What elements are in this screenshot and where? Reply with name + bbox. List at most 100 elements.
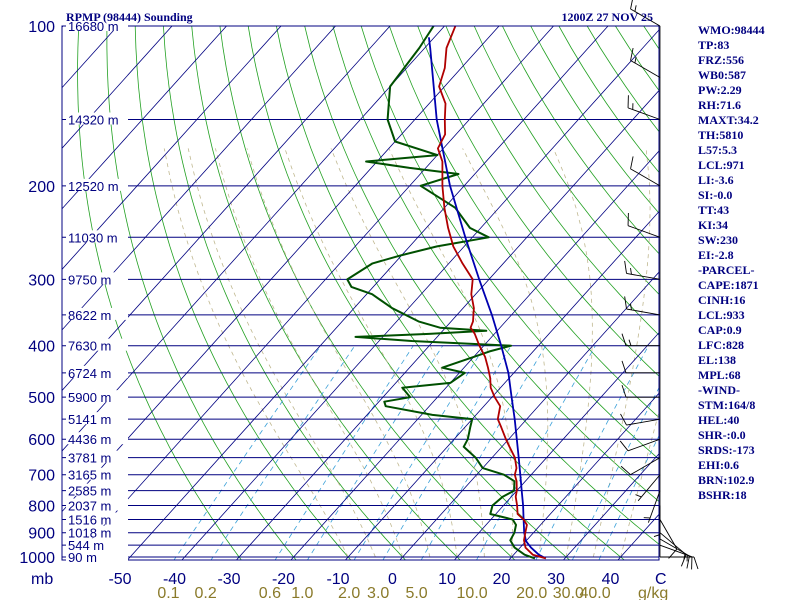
mixing-ratio-line xyxy=(274,345,414,560)
height-label: 3781 m xyxy=(68,451,111,466)
moist-adiabat-line xyxy=(553,148,593,558)
mixing-ratio-tick-label: 1.0 xyxy=(291,585,313,600)
height-label: 5141 m xyxy=(68,412,111,427)
height-label: 3165 m xyxy=(68,468,111,483)
wind-barb xyxy=(627,213,661,238)
wind-barb xyxy=(627,95,661,120)
stability-index: -WIND- xyxy=(698,383,740,397)
mixing-ratio-axis: 0.1 0.2 0.6 1.0 2.0 3.0 5.0 10.0 20.0 30.040.0 xyxy=(157,585,610,600)
moist-adiabat-line xyxy=(620,410,659,558)
wind-barb xyxy=(630,156,661,187)
height-label-bg xyxy=(66,338,128,351)
wind-barb xyxy=(624,260,661,280)
wind-barb xyxy=(643,490,661,523)
stability-index: SRDS:-173 xyxy=(698,443,755,457)
temperature-tick-label: 0 xyxy=(388,571,397,588)
mixing-ratio-line xyxy=(353,345,486,560)
wind-barb xyxy=(630,0,661,27)
stability-index: TH:5810 xyxy=(698,128,743,142)
temperature-line xyxy=(437,26,547,560)
wind-barb xyxy=(630,47,661,78)
stability-index: CAP:0.9 xyxy=(698,323,742,337)
stability-index: RH:71.6 xyxy=(698,98,741,112)
mixing-ratio-line xyxy=(476,345,596,560)
isotherm-line xyxy=(235,89,659,560)
height-label: 7630 m xyxy=(68,339,111,354)
height-label: 8622 m xyxy=(68,308,111,323)
wind-barb xyxy=(620,413,661,426)
stability-index: EHI:0.6 xyxy=(698,458,739,472)
height-label-bg xyxy=(66,412,128,425)
temperature-tick-label: -30 xyxy=(217,571,240,588)
height-label: 1018 m xyxy=(68,526,111,541)
isotherm-line xyxy=(62,26,282,270)
moist-adiabat-line xyxy=(462,148,549,558)
mixing-ratio-tick-label: 5.0 xyxy=(405,585,427,600)
pressure-isobars xyxy=(62,26,659,558)
pressure-tick-label: 200 xyxy=(28,179,55,196)
moist-adiabat-line xyxy=(246,148,431,558)
temperature-tick-label: 10 xyxy=(438,571,456,588)
stability-index: WB0:587 xyxy=(698,68,746,82)
height-label-bg xyxy=(66,230,128,243)
mixing-ratio-tick-label: 0.6 xyxy=(259,585,281,600)
height-label-bg xyxy=(66,483,128,496)
stability-index: BSHR:18 xyxy=(698,488,747,502)
mixing-ratio-tick-label: 0.1 xyxy=(157,585,179,600)
height-label-bg xyxy=(66,538,128,551)
height-labels: 16680 m 14320 m 12520 m 11030 m 9750 m 8622 m… xyxy=(66,19,128,565)
wind-barbs xyxy=(619,0,699,570)
isotherm-line xyxy=(181,29,659,560)
stability-index: LCL:933 xyxy=(698,308,745,322)
stability-index: WMO:98444 xyxy=(698,23,765,37)
pressure-tick-label: 300 xyxy=(28,272,55,289)
height-label: 14320 m xyxy=(68,113,119,128)
temperature-tick-label: -10 xyxy=(326,571,349,588)
height-label-bg xyxy=(66,450,128,463)
mixing-ratio-tick-label: 0.2 xyxy=(194,585,216,600)
stability-index: BRN:102.9 xyxy=(698,473,754,487)
stability-index: -PARCEL- xyxy=(698,263,754,277)
height-label: 1516 m xyxy=(68,513,111,528)
height-label-bg xyxy=(66,525,128,538)
moist-adiabat-line xyxy=(163,148,349,558)
pressure-tick-label: 900 xyxy=(28,526,55,543)
stability-index: HEL:40 xyxy=(698,413,739,427)
height-label-bg xyxy=(66,272,128,285)
height-label-bg xyxy=(66,512,128,525)
pressure-tick-label: 100 xyxy=(28,19,55,36)
isotherm-line xyxy=(62,26,446,452)
height-label: 90 m xyxy=(68,550,97,565)
height-label: 12520 m xyxy=(68,179,119,194)
moist-adiabat-line xyxy=(187,148,376,558)
height-label: 544 m xyxy=(68,538,104,553)
mixing-ratio-line xyxy=(173,345,322,560)
wind-barb xyxy=(621,385,660,398)
isotherm-line xyxy=(62,26,391,392)
isotherm-line xyxy=(62,26,228,210)
stability-index: CINH:16 xyxy=(698,293,745,307)
height-label-bg xyxy=(66,19,128,31)
stability-index: SI:-0.0 xyxy=(698,188,732,202)
isotherm-line xyxy=(399,271,659,560)
height-label-bg xyxy=(66,178,128,191)
pressure-tick-label: 500 xyxy=(28,390,55,407)
temperature-tick-label: -20 xyxy=(272,571,295,588)
mixing-ratio-line xyxy=(306,345,444,560)
pressure-unit-label: mb xyxy=(31,571,53,588)
wind-barb xyxy=(635,474,661,502)
chart-title: RPMP (98444) Sounding xyxy=(66,10,193,24)
height-label: 16680 m xyxy=(68,19,119,34)
stability-index: FRZ:556 xyxy=(698,53,744,67)
stability-index: CAPE:1871 xyxy=(698,278,759,292)
stability-index: L57:5.3 xyxy=(698,143,737,157)
stability-index: SHR-:0.0 xyxy=(698,428,746,442)
pressure-tick-label: 700 xyxy=(28,468,55,485)
temperature-tick-label: -50 xyxy=(108,571,131,588)
temperature-tick-label: 40 xyxy=(602,571,620,588)
stability-indices-panel: WMO:98444TP:83FRZ:556WB0:587PW:2.29RH:71… xyxy=(698,23,765,502)
height-label: 2585 m xyxy=(68,484,111,499)
isotherm-line xyxy=(453,332,659,560)
mixing-ratio-line xyxy=(598,434,659,560)
mixing-ratio-tick-label: 3.0 xyxy=(367,585,389,600)
